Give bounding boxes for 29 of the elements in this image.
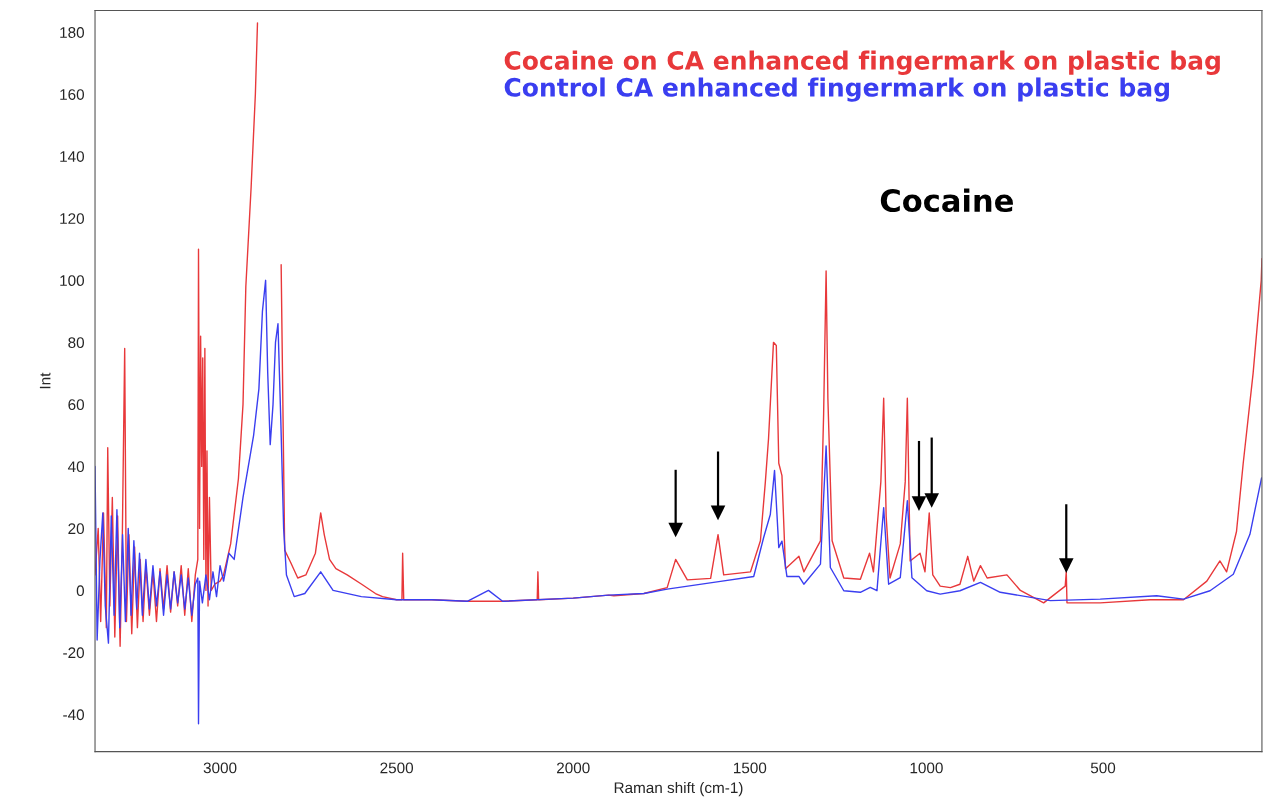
y-tick-label: 20 [68, 523, 85, 535]
y-tick-label: 180 [60, 27, 85, 38]
text: Cocaine on CA enhanced fingermark on plastic bag [504, 50, 1220, 75]
x-tick-label: 2000 [557, 762, 590, 774]
x-tick-label: 1500 [733, 762, 767, 774]
point [924, 493, 939, 508]
line-series [95, 279, 1262, 725]
y-tick-label: 0 [76, 585, 85, 597]
y-tick-label: -40 [63, 709, 85, 721]
y-tick-label: 100 [60, 275, 85, 287]
point [710, 505, 726, 521]
y-tick-label: -20 [63, 647, 85, 659]
y-tick-label: 160 [60, 89, 85, 100]
y-tick-label: 80 [68, 337, 85, 349]
point [668, 522, 683, 538]
point [911, 496, 927, 511]
x-tick-label: 2500 [380, 762, 414, 774]
y-tick-label: 120 [60, 213, 85, 224]
annotation: Cocaine [880, 188, 1013, 213]
y-tick-label: 40 [67, 461, 85, 473]
point [1058, 558, 1074, 573]
x-axis-title: Raman shift (cm-1) [614, 781, 743, 797]
text: Control CA enhanced fingermark on plastic bag [504, 77, 1169, 102]
y-axis-title: Int [39, 372, 51, 389]
x-tick-label: 500 [1090, 762, 1116, 774]
y-tick-label: 60 [68, 399, 85, 411]
y-tick-label: 140 [60, 151, 85, 162]
x-tick-label: 1000 [910, 762, 943, 774]
x-tick-label: 3000 [203, 762, 237, 774]
